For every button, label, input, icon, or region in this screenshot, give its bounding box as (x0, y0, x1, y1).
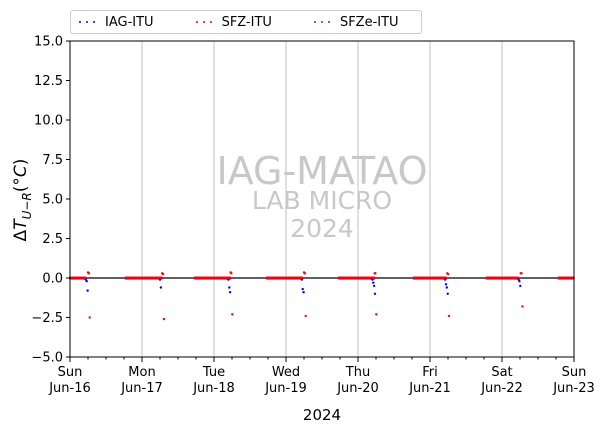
legend-marker-blue (79, 21, 95, 23)
point-iag-itu (445, 286, 448, 289)
point-iag-itu (159, 286, 163, 289)
point-sfz-itu (303, 272, 307, 275)
x-tick-label-date: Jun-21 (408, 381, 451, 396)
point-sfz-itu (517, 276, 520, 279)
point-iag-itu (446, 292, 449, 295)
legend-label: SFZ-ITU (221, 14, 272, 30)
x-tick-label-date: Jun-17 (120, 381, 163, 396)
x-tick-label-day: Sun (562, 365, 587, 380)
point-iag-itu (300, 278, 303, 281)
point-iag-itu (302, 291, 305, 294)
point-sfz-itu (231, 313, 234, 316)
legend-marker-red (195, 21, 212, 23)
x-tick-label-day: Fri (422, 365, 438, 380)
x-tick-label-day: Mon (128, 365, 155, 380)
x-tick-label-day: Thu (345, 365, 370, 380)
data-points (68, 271, 575, 321)
point-sfz-itu (445, 276, 448, 279)
x-axis: SunJun-16MonJun-17TueJun-18WedJun-19ThuJ… (48, 357, 595, 396)
point-sfz-itu (160, 276, 163, 279)
point-sfz-itu (88, 316, 91, 319)
point-sfz-itu (84, 276, 87, 279)
watermark-line-2: LAB MICRO (252, 186, 392, 215)
point-iag-itu (443, 278, 447, 281)
legend-item-iag-itu: IAG-ITU (79, 15, 154, 30)
x-tick-label-date: Jun-22 (480, 381, 523, 396)
y-tick-label: 7.5 (42, 153, 63, 168)
point-iag-itu (85, 280, 88, 283)
y-tick-label: 15.0 (34, 35, 63, 50)
x-tick-label-date: Jun-18 (192, 381, 235, 396)
y-tick-label: −2.5 (31, 311, 63, 326)
x-axis-label: 2024 (303, 406, 341, 424)
y-tick-label: −5.0 (31, 351, 63, 366)
y-tick-label: 10.0 (34, 114, 63, 129)
legend-item-sfz-itu: SFZ-ITU (195, 14, 272, 30)
y-axis-label: ΔTU−R(°C) (11, 159, 34, 242)
point-iag-itu (372, 281, 375, 284)
x-tick-label-day: Tue (202, 365, 225, 380)
x-tick-label-day: Wed (272, 365, 300, 380)
vertical-gridlines (141, 41, 503, 357)
y-axis: −5.0 −2.5 0.0 2.5 5.0 7.5 10.0 12.5 15.0 (31, 35, 70, 366)
point-iag-itu (373, 292, 377, 295)
point-sfz-itu (87, 272, 91, 275)
y-tick-label: 5.0 (42, 193, 63, 208)
y-tick-label: 2.5 (42, 232, 63, 247)
point-iag-itu (518, 280, 521, 283)
legend-label: IAG-ITU (105, 14, 154, 30)
watermark-line-3: 2024 (290, 214, 354, 243)
point-iag-itu (228, 291, 232, 294)
legend: IAG-ITU SFZ-ITU SFZe-ITU (70, 10, 422, 34)
point-iag-itu (372, 284, 376, 288)
point-iag-itu (444, 283, 448, 286)
x-tick-label-date: Jun-20 (336, 381, 379, 396)
point-sfz-itu (375, 313, 378, 316)
point-iag-itu (228, 286, 231, 289)
watermark: IAG-MATAO LAB MICRO 2024 (216, 149, 427, 243)
point-iag-itu (227, 278, 230, 281)
point-sfz-itu (373, 276, 376, 279)
point-sfz-itu (446, 272, 450, 276)
point-sfz-itu (447, 314, 451, 318)
point-sfz-itu (161, 272, 165, 276)
legend-item-sfze-itu: SFZe-ITU (313, 14, 399, 30)
point-iag-itu (371, 278, 374, 281)
point-iag-itu (519, 284, 522, 288)
point-sfz-itu (162, 317, 166, 321)
point-iag-itu (86, 289, 89, 292)
x-tick-label-date: Jun-19 (264, 381, 307, 396)
point-sfz-itu (374, 272, 377, 275)
x-tick-label-day: Sat (491, 365, 512, 380)
point-iag-itu (158, 278, 162, 281)
x-tick-label-date: Jun-16 (48, 381, 91, 396)
point-sfz-itu (229, 276, 232, 279)
legend-label: SFZe-ITU (339, 14, 399, 30)
y-tick-label: 12.5 (34, 74, 63, 89)
point-sfz-itu (230, 272, 233, 275)
point-iag-itu (301, 287, 304, 291)
x-tick-label-date: Jun-23 (552, 381, 595, 396)
point-sfz-itu (304, 314, 307, 318)
legend-marker-green (313, 21, 330, 23)
watermark-line-1: IAG-MATAO (216, 149, 427, 193)
point-sfz-itu (301, 276, 304, 279)
point-sfz-itu (521, 305, 524, 308)
point-sfz-itu (520, 272, 523, 275)
x-tick-label-day: Sun (58, 365, 83, 380)
y-tick-label: 0.0 (42, 272, 63, 287)
